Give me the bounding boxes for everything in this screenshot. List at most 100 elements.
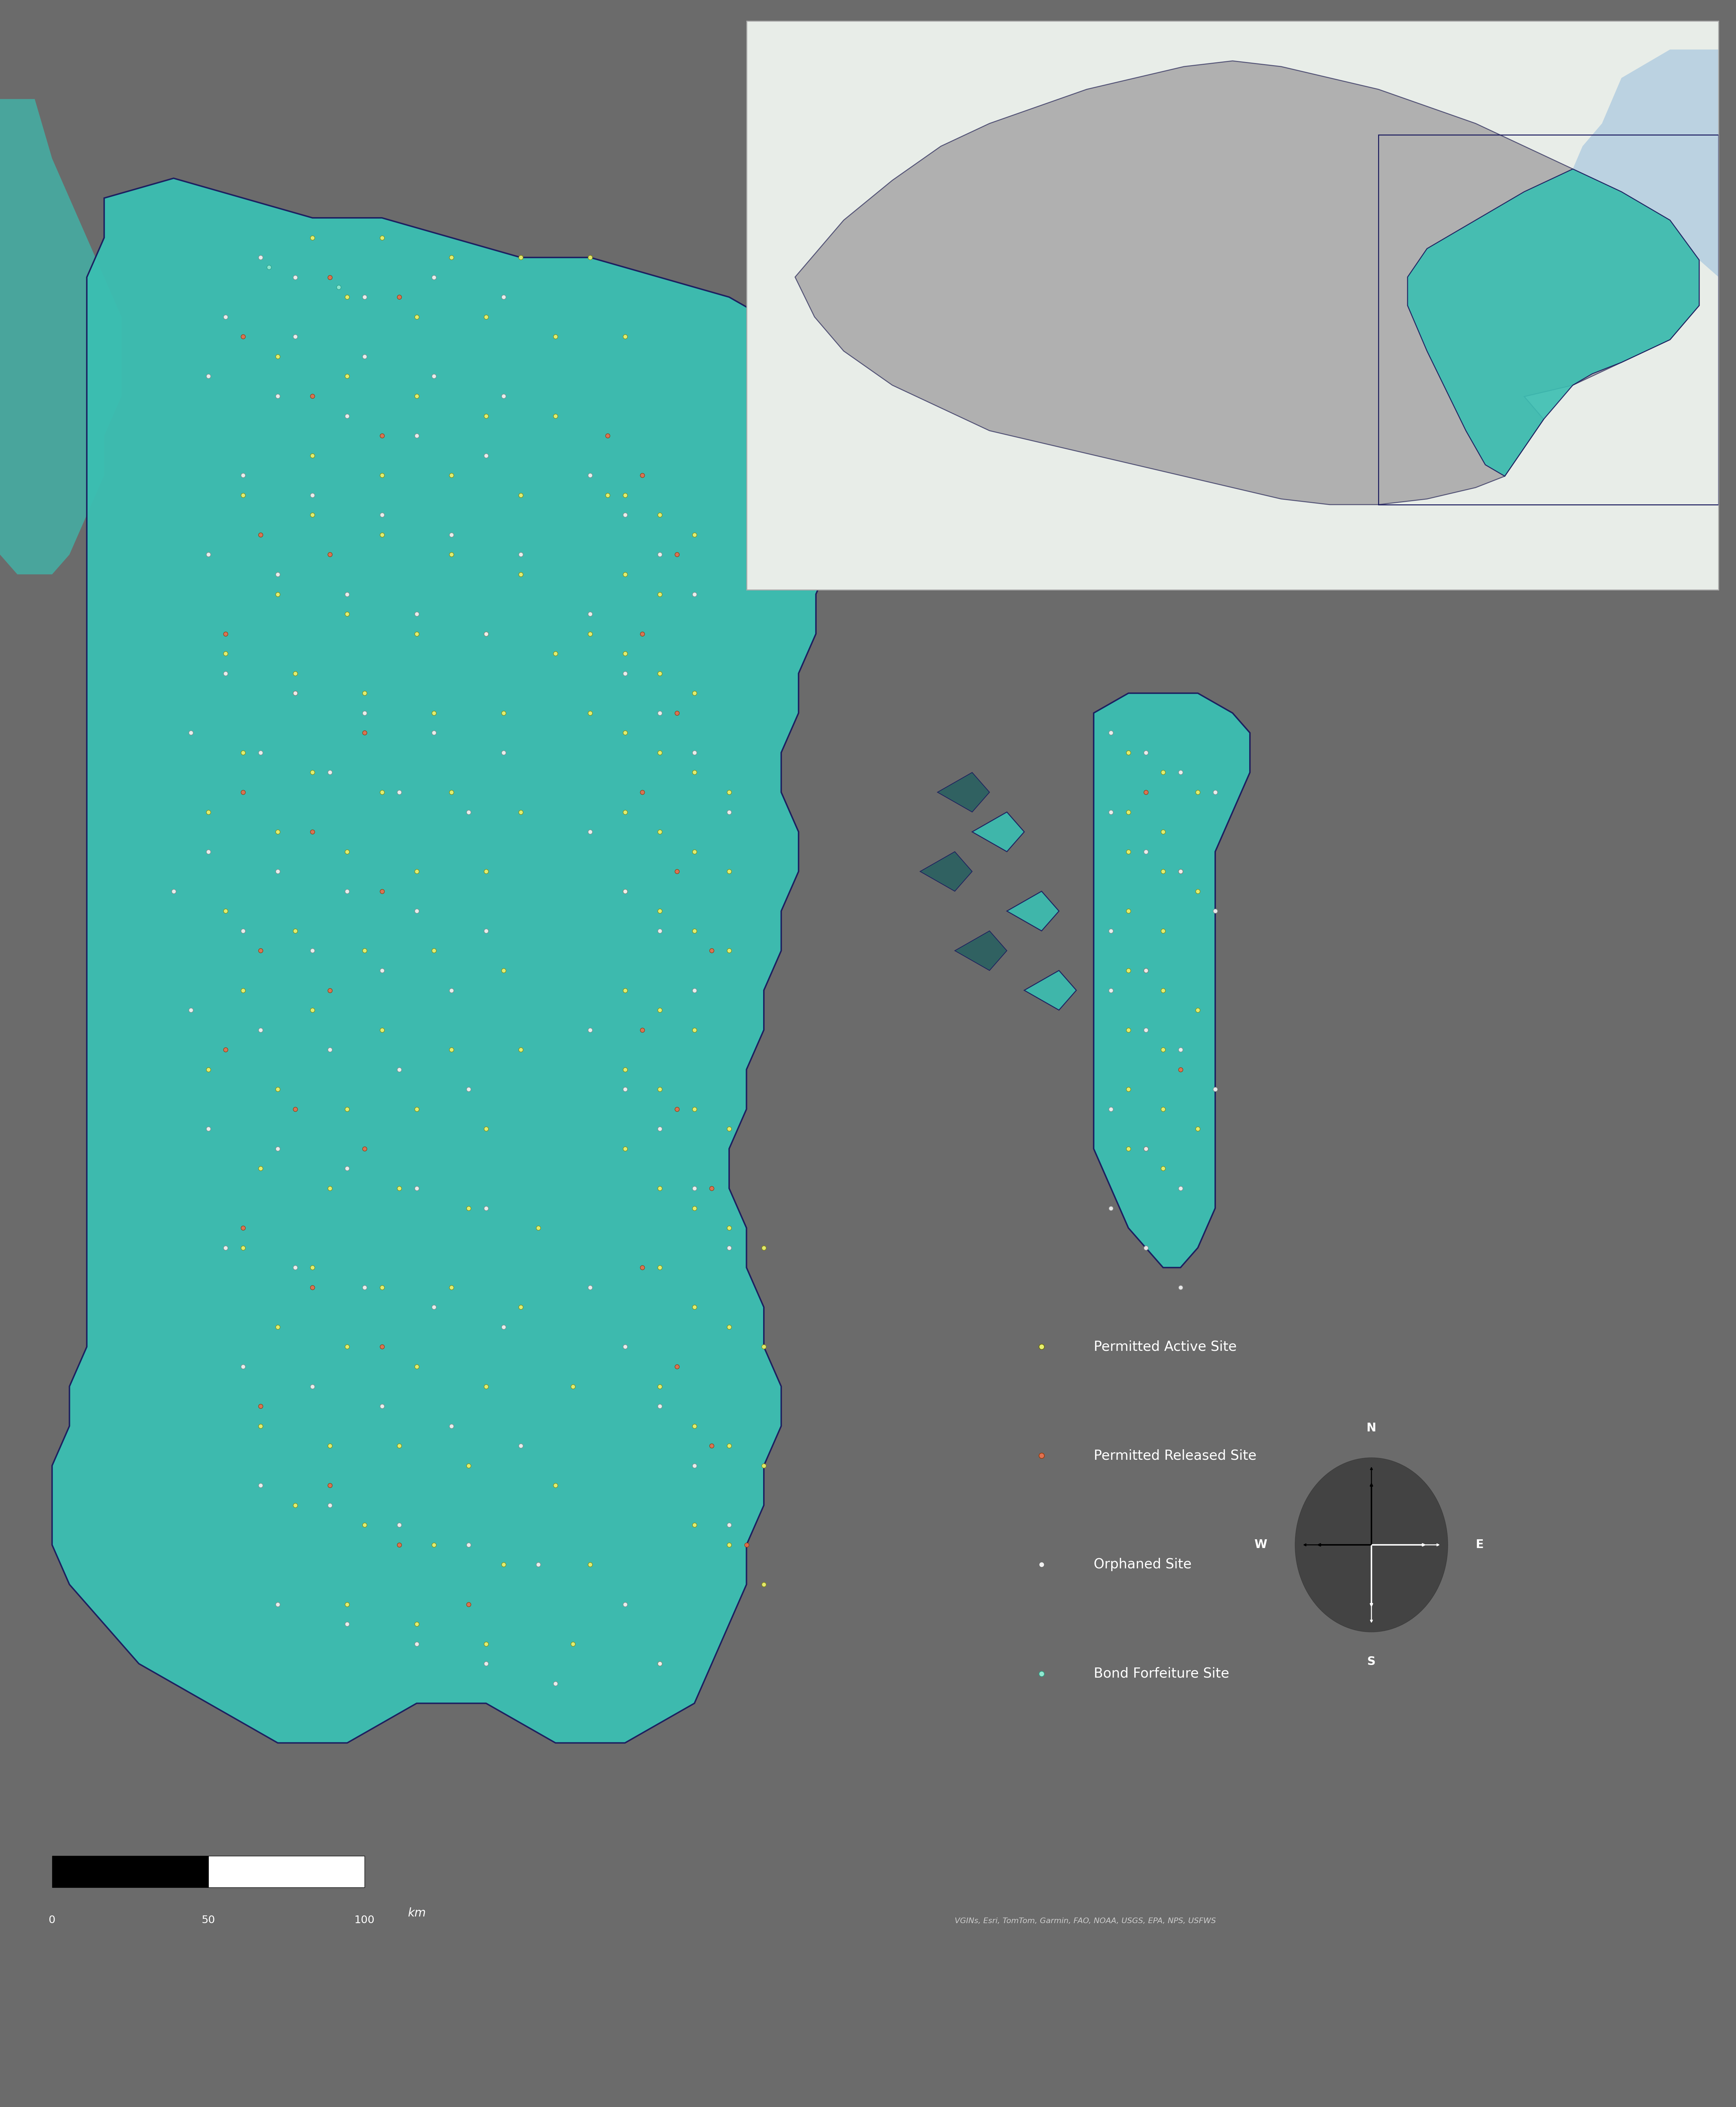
Point — [681, 834, 708, 868]
Point — [715, 775, 743, 809]
Point — [472, 299, 500, 333]
Point — [229, 1212, 257, 1245]
Point — [1115, 794, 1142, 828]
Point — [194, 360, 222, 394]
Point — [1115, 1072, 1142, 1106]
Point — [1201, 1072, 1229, 1106]
Point — [628, 1252, 656, 1285]
Point — [385, 280, 413, 314]
Point — [333, 1153, 361, 1186]
Point — [681, 1171, 708, 1205]
Point — [1149, 1091, 1177, 1125]
Point — [611, 657, 639, 691]
Bar — [1378, 135, 1719, 506]
Polygon shape — [1408, 169, 1700, 476]
Point — [663, 1091, 691, 1125]
Point — [733, 1528, 760, 1561]
Point — [576, 459, 604, 493]
Point — [490, 735, 517, 769]
Point — [351, 695, 378, 729]
Point — [403, 893, 431, 927]
Point — [611, 1054, 639, 1087]
Point — [1149, 973, 1177, 1007]
Point — [403, 855, 431, 889]
Polygon shape — [1024, 971, 1076, 1009]
Point — [646, 992, 674, 1026]
Text: VGINs, Esri, TomTom, Garmin, FAO, NOAA, USGS, EPA, NPS, USFWS: VGINs, Esri, TomTom, Garmin, FAO, NOAA, … — [955, 1917, 1215, 1924]
Point — [1149, 1032, 1177, 1066]
Point — [542, 398, 569, 432]
Point — [299, 1370, 326, 1403]
Point — [351, 933, 378, 967]
Point — [333, 1330, 361, 1363]
Point — [316, 1429, 344, 1462]
Point — [229, 735, 257, 769]
Point — [542, 1469, 569, 1502]
Text: N: N — [1366, 1422, 1377, 1435]
Point — [681, 676, 708, 710]
Point — [611, 794, 639, 828]
Point — [299, 1271, 326, 1304]
Polygon shape — [972, 811, 1024, 851]
Point — [1149, 855, 1177, 889]
Point — [576, 240, 604, 274]
Point — [1115, 834, 1142, 868]
Point — [437, 1271, 465, 1304]
Point — [681, 973, 708, 1007]
Polygon shape — [937, 773, 990, 811]
Point — [472, 438, 500, 472]
Point — [247, 1389, 274, 1422]
Point — [299, 379, 326, 413]
Point — [1097, 1190, 1125, 1224]
Point — [715, 794, 743, 828]
Point — [1184, 1112, 1212, 1146]
Point — [455, 1528, 483, 1561]
Point — [490, 1311, 517, 1344]
Point — [507, 478, 535, 512]
Point — [542, 636, 569, 670]
Point — [229, 320, 257, 354]
Point — [247, 1153, 274, 1186]
Point — [1149, 914, 1177, 948]
Point — [681, 1013, 708, 1047]
Point — [403, 617, 431, 651]
Point — [455, 794, 483, 828]
Point — [1132, 1131, 1160, 1165]
Point — [333, 596, 361, 630]
Polygon shape — [52, 179, 868, 1742]
Point — [1097, 794, 1125, 828]
Point — [750, 1450, 778, 1483]
Point — [264, 1072, 292, 1106]
Point — [507, 794, 535, 828]
Point — [715, 1528, 743, 1561]
Point — [1097, 716, 1125, 750]
Point — [351, 280, 378, 314]
Point — [368, 221, 396, 255]
Point — [247, 1469, 274, 1502]
Point — [420, 695, 448, 729]
Point — [646, 537, 674, 571]
Point — [576, 617, 604, 651]
Point — [437, 1410, 465, 1443]
Point — [299, 221, 326, 255]
Point — [264, 1131, 292, 1165]
Point — [333, 577, 361, 611]
Point — [255, 251, 283, 284]
Point — [472, 1648, 500, 1681]
Point — [420, 360, 448, 394]
Polygon shape — [920, 851, 972, 891]
Point — [1115, 893, 1142, 927]
Point — [1132, 1013, 1160, 1047]
Point — [281, 914, 309, 948]
Point — [1115, 735, 1142, 769]
Point — [646, 1112, 674, 1146]
Point — [646, 1648, 674, 1681]
Point — [611, 1131, 639, 1165]
Point — [351, 716, 378, 750]
Point — [646, 735, 674, 769]
Point — [194, 834, 222, 868]
Point — [611, 497, 639, 531]
Point — [1028, 1656, 1055, 1690]
Point — [715, 1112, 743, 1146]
Point — [490, 695, 517, 729]
